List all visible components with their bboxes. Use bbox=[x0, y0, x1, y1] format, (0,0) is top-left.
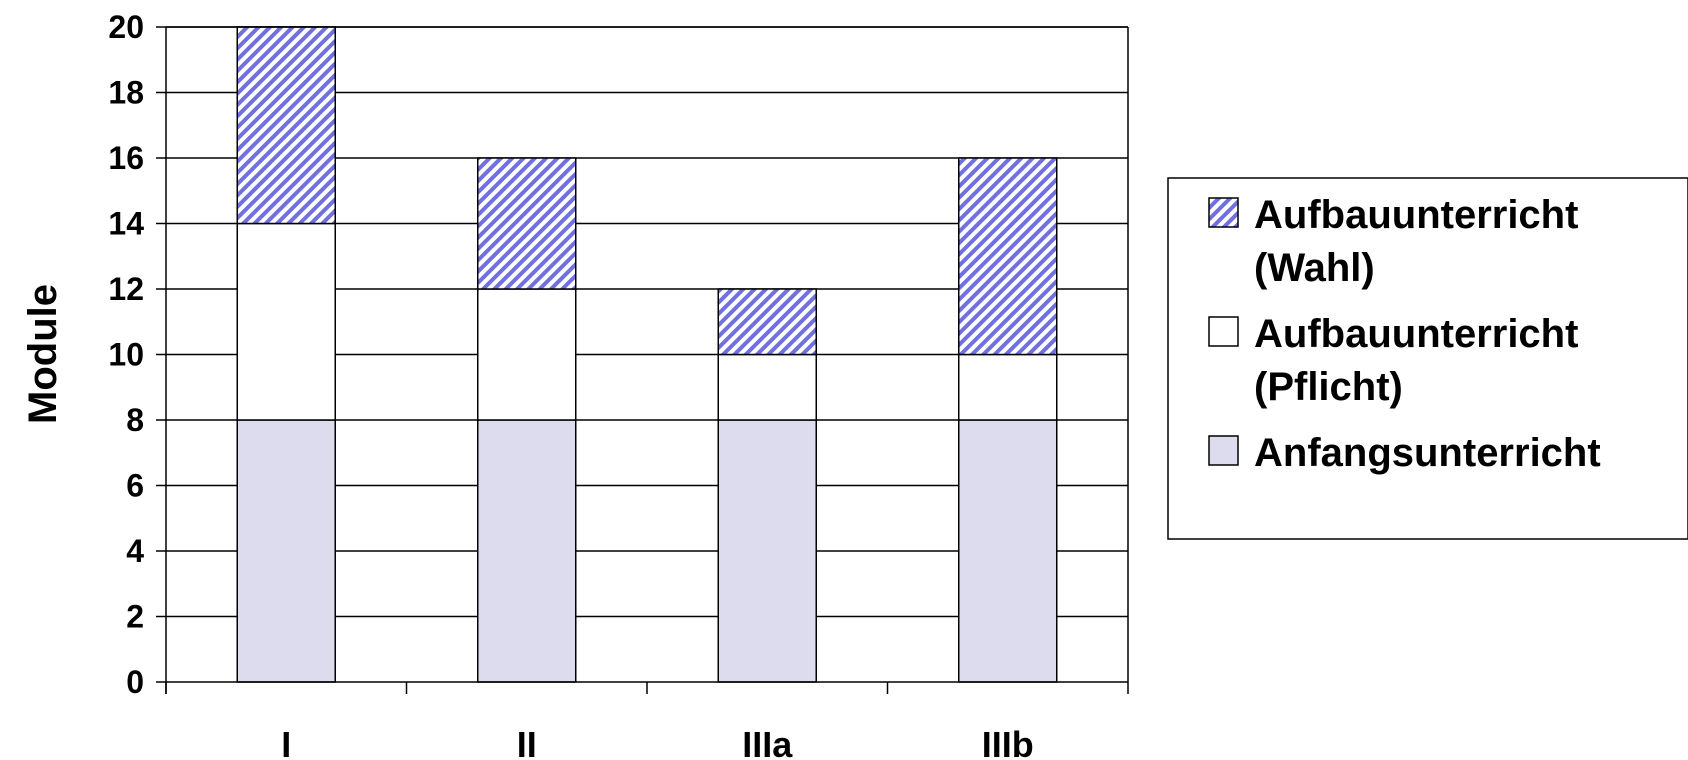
y-tick-label: 14 bbox=[108, 206, 144, 242]
x-category-label: II bbox=[517, 724, 537, 760]
legend-swatch bbox=[1208, 316, 1239, 347]
legend-label: Anfangsunterricht bbox=[1254, 431, 1601, 475]
bar-segment-IIIb-series-2 bbox=[958, 157, 1058, 356]
y-tick-label: 10 bbox=[108, 337, 144, 373]
legend-swatch bbox=[1208, 435, 1239, 466]
legend-label: Aufbauunterricht bbox=[1254, 193, 1578, 237]
legend-label: Aufbauunterricht bbox=[1254, 312, 1578, 356]
y-tick-label: 4 bbox=[126, 533, 144, 569]
y-tick-label: 6 bbox=[126, 468, 144, 504]
x-category-label: IIIb bbox=[982, 724, 1034, 760]
y-tick-label: 20 bbox=[108, 9, 144, 45]
y-tick-label: 8 bbox=[126, 402, 144, 438]
y-tick-label: 12 bbox=[108, 271, 144, 307]
x-category-label: I bbox=[281, 724, 291, 760]
legend: Aufbauunterricht (Wahl) Aufbauunterricht (P… bbox=[1167, 177, 1688, 540]
bar-segment-I-series-0 bbox=[236, 419, 336, 683]
y-tick-label: 2 bbox=[126, 599, 144, 635]
legend-label: (Pflicht) bbox=[1254, 365, 1403, 409]
y-axis-title: Module bbox=[21, 284, 65, 424]
bar-segment-IIIa-series-0 bbox=[717, 419, 817, 683]
x-category-label: IIIa bbox=[742, 724, 793, 760]
y-tick-label: 16 bbox=[108, 140, 144, 176]
legend-swatch bbox=[1208, 197, 1239, 228]
bar-segment-IIIa-series-2 bbox=[717, 288, 817, 356]
bar-segment-II-series-0 bbox=[477, 419, 577, 683]
bar-segment-IIIb-series-0 bbox=[958, 419, 1058, 683]
bar-segment-II-series-1 bbox=[477, 288, 577, 421]
y-tick-label: 0 bbox=[126, 664, 144, 700]
legend-label: (Wahl) bbox=[1254, 246, 1375, 290]
bar-segment-I-series-2 bbox=[236, 26, 336, 225]
legend-frame bbox=[1167, 177, 1688, 540]
bar-segment-IIIb-series-1 bbox=[958, 353, 1058, 421]
bar-segment-IIIa-series-1 bbox=[717, 353, 817, 421]
bar-segment-I-series-1 bbox=[236, 222, 336, 421]
y-tick-label: 18 bbox=[108, 75, 144, 111]
bar-segment-II-series-2 bbox=[477, 157, 577, 290]
